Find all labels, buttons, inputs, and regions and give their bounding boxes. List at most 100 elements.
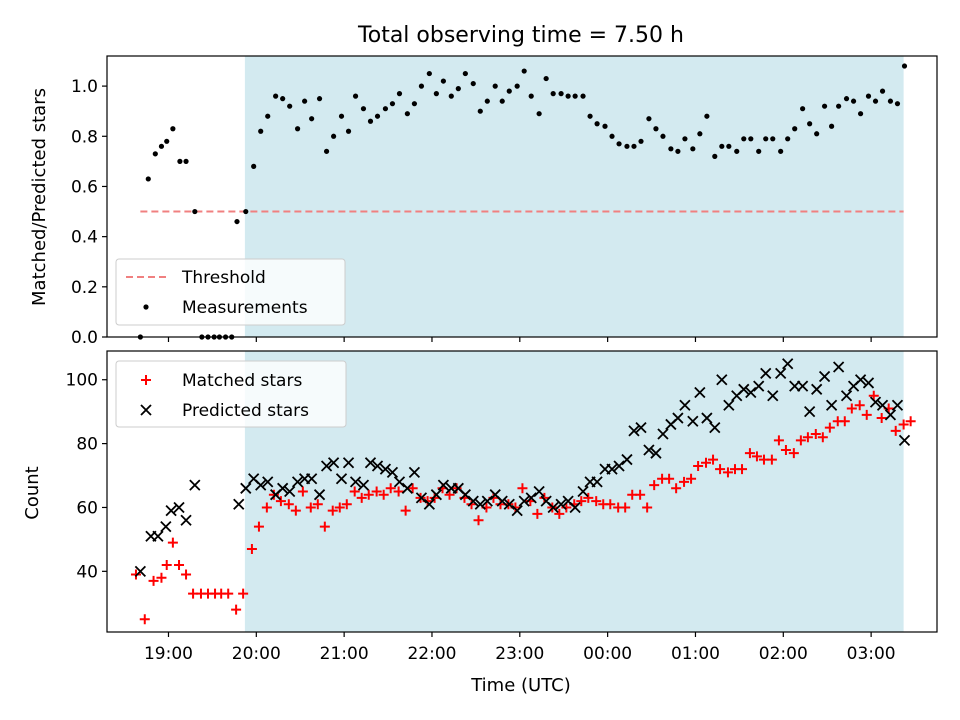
matched-star-point [532, 508, 543, 519]
predicted-star-point [547, 501, 559, 514]
matched-star-point [231, 604, 242, 615]
matched-star-point [817, 432, 828, 443]
matched-star-point [148, 575, 159, 586]
predicted-star-point [635, 421, 647, 434]
predicted-star-point [898, 434, 911, 447]
x-tick-label: 20:00 [232, 644, 281, 664]
matched-star-point [378, 489, 389, 500]
predicted-star-point [335, 473, 348, 485]
x-axis-label: Time (UTC) [470, 675, 571, 696]
matched-star-point [620, 502, 631, 513]
measurement-point [901, 63, 908, 69]
matched-star-point [139, 614, 150, 625]
measurement-point [528, 93, 534, 99]
matched-star-point [780, 444, 791, 455]
predicted-star-point [379, 463, 392, 475]
measurement-point [477, 108, 483, 114]
measurement-point [587, 113, 593, 119]
measurement-point [170, 126, 176, 132]
measurement-point [462, 70, 468, 77]
predicted-star-point [606, 463, 618, 475]
matched-star-point [268, 489, 279, 500]
measurement-point [411, 101, 418, 107]
measurement-point [273, 93, 279, 99]
matched-star-point [297, 486, 308, 497]
matched-star-point [642, 502, 653, 513]
predicted-star-point [233, 498, 245, 510]
predicted-star-point [716, 374, 728, 386]
predicted-star-point [152, 530, 164, 542]
predicted-star-point [613, 460, 625, 472]
legend-predicted-label: Predicted stars [182, 401, 309, 421]
predicted-star-point [255, 479, 267, 491]
predicted-star-point [423, 498, 435, 510]
legend-threshold-label: Threshold [181, 268, 266, 288]
predicted-star-point [884, 409, 897, 421]
top-legend-box [115, 258, 346, 326]
measurement-point [836, 103, 842, 109]
top-y-tick-label: 0.6 [71, 177, 98, 197]
measurement-point [382, 106, 389, 112]
predicted-star-point [342, 457, 355, 469]
predicted-star-point [672, 412, 684, 424]
predicted-star-point [518, 495, 530, 507]
measurement-point [741, 136, 747, 142]
measurement-point [367, 118, 374, 124]
matched-star-point [686, 473, 697, 484]
matched-star-point [327, 505, 338, 516]
measurement-point [660, 133, 666, 139]
predicted-star-point [134, 565, 147, 577]
measurement-point [748, 136, 754, 142]
measurement-point [543, 75, 549, 82]
top-y-tick-label: 1.0 [71, 77, 98, 97]
predicted-star-point [862, 377, 875, 389]
measurement-point [374, 113, 381, 119]
predicted-star-point [760, 367, 772, 379]
matched-star-point [744, 448, 755, 459]
predicted-star-point [650, 447, 662, 459]
measurement-point [426, 70, 432, 77]
matched-star-point [305, 502, 316, 513]
predicted-star-point [189, 479, 201, 491]
measurement-point [778, 148, 784, 154]
predicted-star-point [796, 380, 809, 392]
legend-measurement-label: Measurements [182, 298, 308, 318]
measurement-point [440, 78, 446, 84]
measurement-point [638, 138, 644, 144]
predicted-star-point [160, 520, 172, 533]
matched-star-point [905, 416, 916, 427]
top-y-axis-label: Matched/Predicted stars [29, 88, 50, 306]
measurement-point [352, 93, 359, 99]
predicted-star-point [775, 367, 787, 379]
matched-star-point [671, 483, 682, 494]
measurement-point [850, 98, 857, 104]
measurement-point [616, 141, 622, 147]
measurement-point [690, 146, 696, 152]
measurement-point [506, 88, 512, 94]
bottom-y-tick-label: 80 [76, 435, 98, 455]
matched-star-point [341, 499, 352, 510]
measurement-point [499, 98, 505, 104]
matched-star-point [810, 429, 821, 440]
matched-star-point [517, 483, 528, 494]
x-tick-label: 19:00 [144, 644, 193, 664]
predicted-star-point [291, 476, 304, 488]
measurement-point [807, 121, 813, 127]
matched-star-point [766, 454, 777, 465]
measurement-point [338, 113, 345, 119]
top-y-tick-label: 0.8 [71, 127, 98, 147]
matched-star-point [393, 486, 404, 497]
predicted-star-point [415, 492, 428, 504]
predicted-star-point [628, 425, 640, 437]
ratio-panel: 0.0 0.2 0.4 0.6 0.8 1.0 Threshold Measurements [71, 55, 938, 348]
predicted-star-point [745, 386, 757, 399]
matched-star-point [846, 403, 857, 414]
measurement-point [280, 96, 286, 102]
count-panel: 40 60 80 100 19:00 20:00 21:00 22:00 23:00 00:00 0… [66, 350, 938, 664]
measurement-point [814, 131, 820, 137]
measurement-point [404, 111, 410, 117]
predicted-star-point [349, 476, 362, 488]
predicted-star-point [240, 482, 252, 494]
matched-star-point [679, 476, 690, 487]
